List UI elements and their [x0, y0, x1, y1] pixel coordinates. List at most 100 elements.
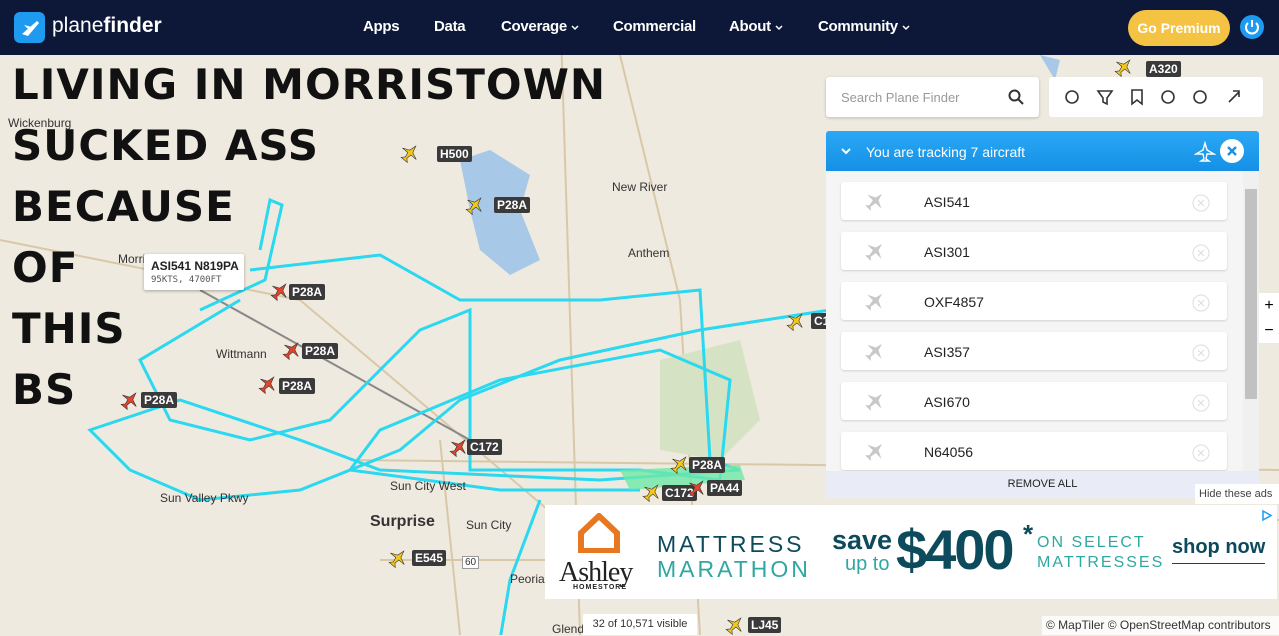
- place-label: Sun City: [466, 518, 512, 532]
- aircraft-label[interactable]: P28A: [689, 457, 726, 473]
- aircraft-icon[interactable]: [400, 143, 420, 163]
- nav-link[interactable]: Commercial: [613, 18, 696, 35]
- visible-count: 32 of 10,571 visible: [583, 614, 697, 635]
- aircraft-icon[interactable]: [687, 478, 707, 498]
- aircraft-label[interactable]: A320: [1146, 61, 1181, 77]
- toolbar: [1049, 77, 1263, 117]
- tracking-list: ASI541 ASI301 OXF4857 ASI357 ASI670 N64056: [826, 171, 1259, 471]
- aircraft-label[interactable]: PA44: [707, 480, 743, 496]
- tracked-aircraft[interactable]: ASI541: [841, 182, 1227, 220]
- place-label: Peoria: [510, 572, 545, 586]
- tracked-aircraft[interactable]: ASI301: [841, 232, 1227, 270]
- ad-star: *: [1023, 519, 1034, 549]
- aircraft-icon[interactable]: [120, 390, 140, 410]
- collapse-icon[interactable]: [840, 145, 852, 157]
- tracked-aircraft[interactable]: OXF4857: [841, 282, 1227, 320]
- advert[interactable]: Ashley HOMESTORE MATTRESS MARATHON save …: [545, 505, 1277, 599]
- tracked-callsign: ASI301: [924, 244, 970, 260]
- untrack-button[interactable]: [1192, 394, 1210, 412]
- nav-link[interactable]: About: [729, 18, 783, 35]
- tracked-plane-icon: [865, 293, 883, 311]
- tracked-plane-icon: [865, 243, 883, 261]
- dropdown-caret: [571, 25, 579, 31]
- hide-ads[interactable]: Hide these ads: [1195, 484, 1279, 504]
- ad-line2: MARATHON: [657, 556, 811, 582]
- attribution[interactable]: © MapTiler © OpenStreetMap contributors: [1042, 616, 1279, 635]
- logo-text[interactable]: planefinder: [52, 14, 162, 38]
- aircraft-label[interactable]: C172: [467, 439, 502, 455]
- aircraft-popup[interactable]: ASI541 N819PA 95KTS, 4700FT: [144, 254, 244, 290]
- ad-logo-house: [578, 513, 620, 553]
- aircraft-label[interactable]: P28A: [494, 197, 531, 213]
- nav-link[interactable]: Data: [434, 18, 466, 35]
- meme-text: BECAUSE: [12, 182, 235, 231]
- aircraft-label[interactable]: C172: [662, 485, 697, 501]
- ad-amount: $400: [896, 518, 1015, 581]
- power-button[interactable]: [1240, 15, 1264, 39]
- meme-text: THIS: [12, 304, 126, 353]
- meme-text: SUCKED ASS: [12, 121, 320, 170]
- nav-link[interactable]: Apps: [363, 18, 400, 35]
- place-label: Sun City West: [390, 479, 466, 493]
- aircraft-icon[interactable]: [258, 374, 278, 394]
- tracked-callsign: ASI670: [924, 394, 970, 410]
- aircraft-icon[interactable]: [270, 281, 290, 301]
- meme-text: BS: [12, 365, 77, 414]
- place-label: New River: [612, 180, 668, 194]
- aircraft-icon[interactable]: [725, 615, 745, 635]
- untrack-button[interactable]: [1192, 294, 1210, 312]
- search-icon: [1008, 89, 1024, 105]
- aircraft-label[interactable]: LJ45: [748, 617, 782, 633]
- place-label: Surprise: [370, 513, 435, 530]
- untrack-button[interactable]: [1192, 444, 1210, 462]
- premium-button[interactable]: Go Premium: [1128, 10, 1230, 46]
- close-tracking[interactable]: [1219, 138, 1245, 164]
- aircraft-icon[interactable]: [1114, 57, 1134, 77]
- dropdown-caret: [775, 25, 783, 31]
- ad-cta[interactable]: shop now: [1172, 536, 1266, 564]
- tracking-header[interactable]: You are tracking 7 aircraft: [826, 131, 1259, 171]
- aircraft-label[interactable]: E545: [412, 550, 447, 566]
- remove-all[interactable]: REMOVE ALL: [826, 471, 1259, 498]
- nav-link[interactable]: Community: [818, 18, 910, 35]
- search-box[interactable]: Search Plane Finder: [826, 77, 1039, 117]
- ad-on-select: ON SELECT: [1037, 534, 1146, 551]
- zoom-button[interactable]: +: [1264, 297, 1274, 314]
- tracked-aircraft[interactable]: N64056: [841, 432, 1227, 470]
- place-label: Anthem: [628, 246, 670, 260]
- meme-text: LIVING IN MORRISTOWN: [12, 60, 607, 109]
- nav-link[interactable]: Coverage: [501, 18, 579, 35]
- aircraft-icon[interactable]: [388, 548, 408, 568]
- tracked-callsign: ASI541: [924, 194, 970, 210]
- tracked-plane-icon: [865, 443, 883, 461]
- tracking-title: You are tracking 7 aircraft: [866, 144, 1026, 160]
- zoom-controls: + −: [1259, 293, 1279, 343]
- aircraft-icon[interactable]: [786, 311, 806, 331]
- aircraft-icon[interactable]: [449, 437, 469, 457]
- aircraft-icon[interactable]: [282, 340, 302, 360]
- aircraft-icon[interactable]: [670, 454, 690, 474]
- ad-brand: Ashley: [559, 557, 633, 588]
- untrack-button[interactable]: [1192, 344, 1210, 362]
- tracked-aircraft[interactable]: ASI670: [841, 382, 1227, 420]
- scrollbar[interactable]: [1243, 171, 1259, 471]
- untrack-button[interactable]: [1192, 244, 1210, 262]
- ad-save: save: [832, 525, 893, 555]
- zoom-button[interactable]: −: [1264, 322, 1274, 339]
- logo-icon[interactable]: [14, 12, 45, 43]
- tracked-aircraft[interactable]: ASI357: [841, 332, 1227, 370]
- aircraft-label[interactable]: P28A: [279, 378, 316, 394]
- place-label: 60: [462, 556, 480, 569]
- ad-choices[interactable]: [1260, 509, 1273, 522]
- aircraft-label[interactable]: P28A: [141, 392, 178, 408]
- logo-plane: plane: [52, 14, 104, 37]
- aircraft-icon[interactable]: [642, 482, 662, 502]
- plane-icon: [1194, 141, 1216, 162]
- aircraft-label[interactable]: P28A: [302, 343, 339, 359]
- aircraft-icon[interactable]: [465, 195, 485, 215]
- aircraft-label[interactable]: H500: [437, 146, 472, 162]
- aircraft-label[interactable]: P28A: [289, 284, 326, 300]
- untrack-button[interactable]: [1192, 194, 1210, 212]
